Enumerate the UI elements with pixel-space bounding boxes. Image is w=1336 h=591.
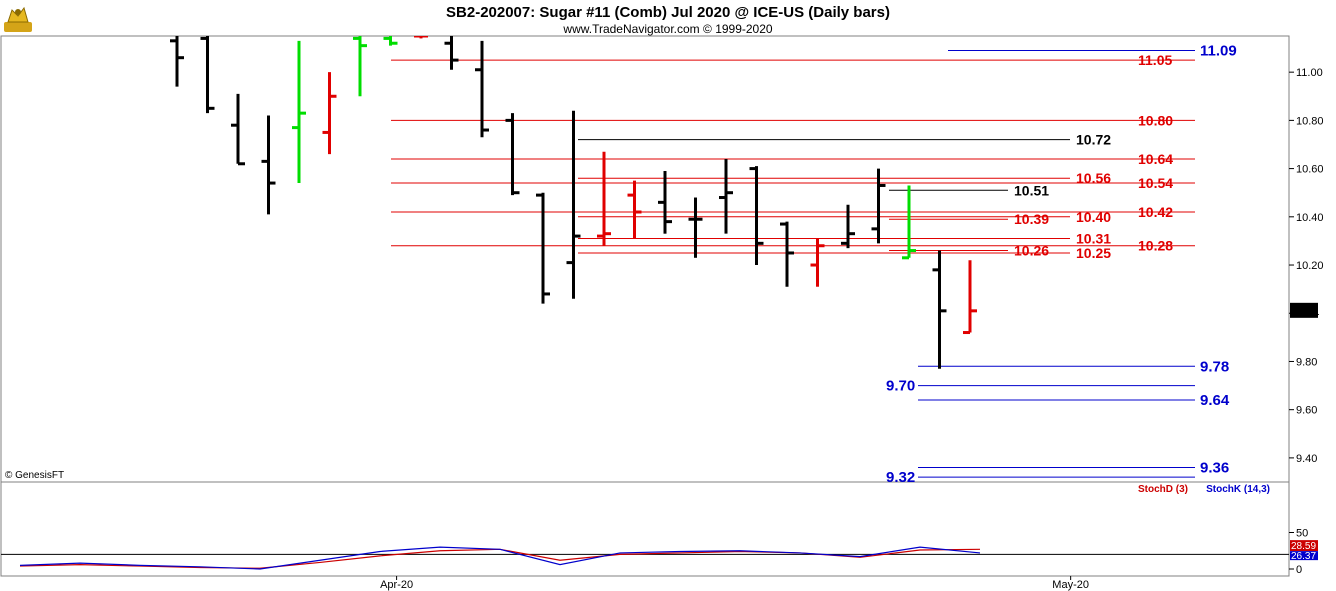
level-label: 10.26 [1014, 243, 1049, 259]
y-axis-ticks: 9.40 9.60 9.80 10.20 10.40 10.60 10.80 11.00 10.… [1289, 67, 1324, 465]
last-price-label: 10.01 [1292, 306, 1320, 318]
ohlc-bar [475, 40, 489, 138]
ohlc-bar [871, 168, 886, 244]
stoch-series-line [19, 546, 981, 570]
last-price-box [1290, 302, 1318, 318]
level-label: 10.40 [1076, 209, 1111, 225]
stoch-tick-label: 0 [1296, 564, 1302, 576]
level-label: 10.80 [1138, 112, 1173, 128]
ohlc-bar [536, 192, 550, 304]
ohlc-bar [322, 72, 337, 155]
levels-layer: 11.09 11.05 10.80 10.72 10.64 10.56 10.54 10.51… [391, 42, 1237, 486]
ohlc-bar [627, 180, 642, 239]
ohlc-bar [688, 197, 703, 258]
stoch-k-last-label: 26.37 [1291, 551, 1316, 562]
chart-subtitle: www.TradeNavigator.com © 1999-2020 [562, 22, 772, 36]
legend-stoch-k: StochK (14,3) [1206, 484, 1270, 495]
ohlc-bar [902, 185, 916, 260]
level-label: 10.42 [1138, 204, 1173, 220]
y-tick-label: 9.60 [1296, 405, 1317, 417]
ohlc-bar [292, 40, 306, 184]
ohlc-bar [261, 115, 276, 215]
trade-navigator-bull-icon [4, 6, 32, 32]
level-label: 9.36 [1200, 460, 1229, 477]
ohlc-bars-layer [170, 36, 977, 369]
level-label: 10.28 [1138, 238, 1173, 254]
level-label: 10.39 [1014, 211, 1049, 227]
ohlc-bar [597, 151, 611, 246]
level-label: 9.32 [886, 469, 915, 486]
ohlc-bar [566, 110, 581, 299]
level-label: 10.51 [1014, 182, 1049, 198]
level-label: 10.72 [1076, 132, 1111, 148]
y-tick-label: 10.60 [1296, 164, 1324, 176]
ohlc-bar [231, 93, 245, 166]
level-label: 9.70 [886, 378, 915, 395]
x-axis-ticks: Apr-20 May-20 [380, 576, 1089, 591]
ohlc-bar [780, 221, 794, 287]
stoch-d-last-box [1290, 540, 1318, 552]
legend-stoch-d: StochD (3) [1138, 484, 1188, 495]
ohlc-bar [200, 36, 215, 114]
ohlc-bar [444, 36, 459, 70]
ohlc-bar [414, 36, 428, 39]
ohlc-bar [170, 36, 184, 87]
ohlc-bar [841, 204, 855, 249]
ohlc-bar [383, 36, 398, 46]
ohlc-bar [963, 260, 977, 335]
level-label: 10.56 [1076, 170, 1111, 186]
stoch-d-last-label: 28.59 [1291, 541, 1316, 552]
data-credit: © GenesisFT [5, 470, 64, 481]
level-label: 10.31 [1076, 231, 1111, 247]
chart-title: SB2-202007: Sugar #11 (Comb) Jul 2020 @ … [446, 4, 890, 21]
stoch-panel-frame [0, 481, 1290, 577]
level-label: 10.25 [1076, 245, 1111, 261]
y-tick-label: 10.40 [1296, 212, 1324, 224]
x-tick-label: May-20 [1052, 579, 1089, 591]
y-tick-label: 10.20 [1296, 260, 1324, 272]
level-label: 11.05 [1138, 52, 1172, 68]
level-label: 10.54 [1138, 175, 1173, 191]
ohlc-bar [353, 36, 367, 97]
ohlc-bar [749, 166, 764, 266]
ohlc-bar [719, 158, 733, 234]
y-tick-label: 10.80 [1296, 115, 1324, 127]
y-tick-label: 11.00 [1296, 67, 1323, 79]
price-panel-frame [0, 35, 1290, 483]
level-label: 9.78 [1200, 358, 1229, 375]
ohlc-bar [658, 171, 672, 234]
level-label: 11.09 [1200, 42, 1237, 59]
x-tick-label: Apr-20 [380, 579, 413, 591]
ohlc-bar [505, 113, 520, 196]
ohlc-bar [810, 238, 825, 287]
level-label: 9.64 [1200, 392, 1230, 409]
y-tick-label: 9.80 [1296, 356, 1317, 368]
stoch-k-last-box [1290, 551, 1318, 561]
stoch-tick-label: 50 [1296, 528, 1308, 540]
ohlc-bar [932, 250, 947, 369]
y-tick-label: 9.40 [1296, 453, 1317, 465]
level-label: 10.64 [1138, 151, 1173, 167]
